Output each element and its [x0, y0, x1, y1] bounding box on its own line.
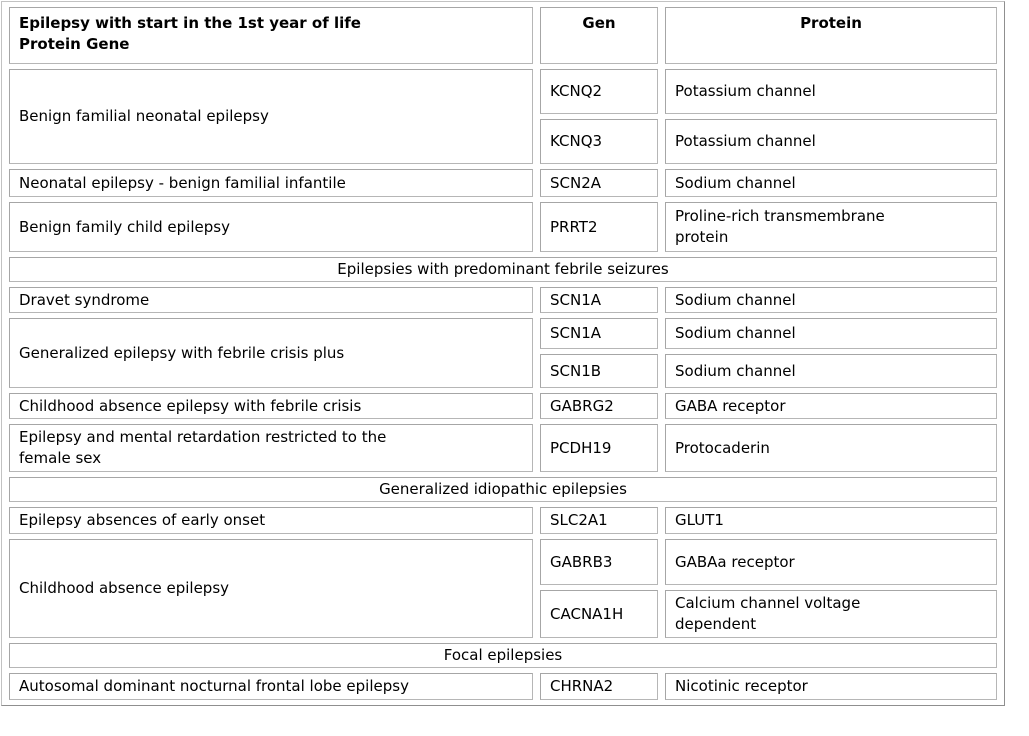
protein-cell: Potassium channel	[665, 69, 997, 114]
protein-cell: Calcium channel voltage dependent	[665, 590, 997, 638]
disease-cell: Autosomal dominant nocturnal frontal lob…	[9, 673, 533, 700]
table-row: Benign familial neonatal epilepsy KCNQ2 Po…	[9, 69, 997, 164]
disease-cell: Epilepsy and mental retardation restrict…	[9, 424, 533, 472]
disease-cell: Epilepsy absences of early onset	[9, 507, 533, 534]
gene-cell: PCDH19	[540, 424, 658, 472]
protein-cell: Sodium channel	[665, 354, 997, 388]
table-row: Generalized epilepsy with febrile crisis…	[9, 318, 997, 388]
section-title: Epilepsies with predominant febrile seiz…	[9, 257, 997, 282]
protein-cell: Protocaderin	[665, 424, 997, 472]
gene-cell: CACNA1H	[540, 590, 658, 638]
table-row: Autosomal dominant nocturnal frontal lob…	[9, 673, 997, 700]
table-row: Childhood absence epilepsy GABRB3 GABAa re…	[9, 539, 997, 638]
disease-cell: Generalized epilepsy with febrile crisis…	[9, 318, 533, 388]
protein-cell: Potassium channel	[665, 119, 997, 164]
gene-cell: SCN1B	[540, 354, 658, 388]
table-body: Benign familial neonatal epilepsy KCNQ2 Po…	[9, 69, 997, 700]
gene-cell: CHRNA2	[540, 673, 658, 700]
table-row: Epilepsy absences of early onset SLC2A1 GL…	[9, 507, 997, 534]
table-row: KCNQ3 Potassium channel	[9, 119, 997, 164]
disease-cell: Childhood absence epilepsy with febrile …	[9, 393, 533, 419]
protein-cell: Proline-rich transmembrane protein	[665, 202, 997, 252]
protein-cell: GABAa receptor	[665, 539, 997, 585]
gene-cell: GABRB3	[540, 539, 658, 585]
gene-cell: SLC2A1	[540, 507, 658, 534]
gene-cell: GABRG2	[540, 393, 658, 419]
header-disease: Epilepsy with start in the 1st year of l…	[9, 7, 533, 64]
gene-cell: KCNQ3	[540, 119, 658, 164]
protein-cell: Nicotinic receptor	[665, 673, 997, 700]
table-row: SCN1B Sodium channel	[9, 354, 997, 388]
disease-cell: Neonatal epilepsy - benign familial infa…	[9, 169, 533, 197]
disease-cell: Dravet syndrome	[9, 287, 533, 313]
disease-cell: Benign family child epilepsy	[9, 202, 533, 252]
section-title: Focal epilepsies	[9, 643, 997, 668]
gene-cell: PRRT2	[540, 202, 658, 252]
gene-cell: SCN2A	[540, 169, 658, 197]
gene-cell: SCN1A	[540, 318, 658, 349]
table-row: Benign family child epilepsy PRRT2 Proline…	[9, 202, 997, 252]
section-row: Generalized idiopathic epilepsies	[9, 477, 997, 502]
table-row: Dravet syndrome SCN1A Sodium channel	[9, 287, 997, 313]
disease-cell: Childhood absence epilepsy	[9, 539, 533, 638]
protein-cell: GLUT1	[665, 507, 997, 534]
table-row: Neonatal epilepsy - benign familial infa…	[9, 169, 997, 197]
protein-cell: Sodium channel	[665, 318, 997, 349]
protein-cell: Sodium channel	[665, 169, 997, 197]
protein-cell: Sodium channel	[665, 287, 997, 313]
epilepsy-gene-table: Epilepsy with start in the 1st year of l…	[1, 1, 1005, 706]
gene-cell: SCN1A	[540, 287, 658, 313]
section-row: Epilepsies with predominant febrile seiz…	[9, 257, 997, 282]
section-title: Generalized idiopathic epilepsies	[9, 477, 997, 502]
table-row: CACNA1H Calcium channel voltage dependent	[9, 590, 997, 638]
header-row: Epilepsy with start in the 1st year of l…	[9, 7, 997, 64]
header-protein: Protein	[665, 7, 997, 64]
table-row: Epilepsy and mental retardation restrict…	[9, 424, 997, 472]
section-row: Focal epilepsies	[9, 643, 997, 668]
disease-cell: Benign familial neonatal epilepsy	[9, 69, 533, 164]
protein-cell: GABA receptor	[665, 393, 997, 419]
table-row: Childhood absence epilepsy with febrile …	[9, 393, 997, 419]
gene-cell: KCNQ2	[540, 69, 658, 114]
header-gene: Gen	[540, 7, 658, 64]
